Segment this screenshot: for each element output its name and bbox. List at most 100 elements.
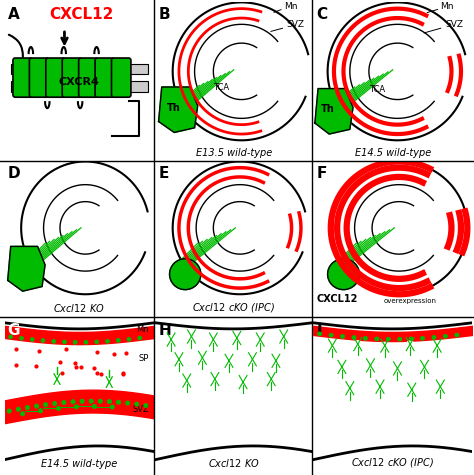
- Circle shape: [367, 362, 374, 369]
- Circle shape: [318, 332, 322, 336]
- Text: G: G: [8, 323, 20, 338]
- Text: CXCL12: CXCL12: [317, 294, 358, 304]
- Circle shape: [199, 354, 206, 361]
- Circle shape: [386, 418, 392, 423]
- Circle shape: [170, 259, 201, 290]
- FancyBboxPatch shape: [11, 64, 148, 75]
- Circle shape: [211, 376, 219, 382]
- Circle shape: [376, 383, 383, 390]
- Circle shape: [321, 418, 327, 423]
- Circle shape: [126, 401, 130, 405]
- Circle shape: [110, 405, 114, 409]
- Text: SVZ: SVZ: [287, 20, 305, 29]
- Circle shape: [296, 418, 301, 423]
- Text: F: F: [317, 166, 327, 181]
- Circle shape: [328, 259, 359, 290]
- Text: $Cxcl12$ KO: $Cxcl12$ KO: [54, 302, 105, 314]
- Text: E13.5 wild-type: E13.5 wild-type: [196, 148, 272, 158]
- Circle shape: [343, 418, 349, 423]
- Circle shape: [455, 333, 459, 337]
- Text: $Cxcl12$ cKO (IPC): $Cxcl12$ cKO (IPC): [351, 456, 434, 469]
- Text: I: I: [317, 323, 322, 338]
- Circle shape: [450, 418, 456, 423]
- Text: $Cxcl12$ KO: $Cxcl12$ KO: [208, 457, 260, 469]
- Text: Th: Th: [166, 103, 180, 113]
- Text: E14.5 wild-type: E14.5 wild-type: [41, 459, 118, 469]
- Circle shape: [138, 336, 142, 340]
- Circle shape: [53, 401, 57, 406]
- Circle shape: [30, 337, 34, 342]
- Circle shape: [144, 403, 148, 408]
- Text: Mn: Mn: [440, 1, 454, 10]
- FancyBboxPatch shape: [95, 58, 115, 97]
- Circle shape: [375, 337, 379, 341]
- FancyBboxPatch shape: [62, 58, 82, 97]
- FancyBboxPatch shape: [111, 58, 131, 97]
- Circle shape: [329, 342, 336, 349]
- Circle shape: [398, 337, 402, 341]
- Circle shape: [432, 335, 436, 339]
- Text: E: E: [159, 166, 169, 181]
- Circle shape: [80, 399, 84, 403]
- Circle shape: [409, 337, 413, 341]
- Polygon shape: [159, 87, 198, 133]
- Text: H: H: [159, 323, 171, 338]
- FancyBboxPatch shape: [11, 81, 148, 92]
- Circle shape: [89, 399, 93, 403]
- Polygon shape: [315, 88, 353, 134]
- Circle shape: [106, 379, 112, 385]
- Circle shape: [429, 418, 435, 423]
- Circle shape: [338, 363, 346, 370]
- Circle shape: [364, 336, 367, 340]
- Circle shape: [352, 335, 356, 340]
- Text: TCA: TCA: [213, 83, 229, 92]
- Circle shape: [116, 338, 120, 342]
- Text: SVZ: SVZ: [132, 406, 149, 415]
- Text: CXCR4: CXCR4: [59, 76, 100, 86]
- Circle shape: [434, 342, 441, 349]
- Circle shape: [238, 418, 244, 423]
- Circle shape: [19, 336, 23, 340]
- Circle shape: [340, 334, 345, 338]
- Circle shape: [54, 376, 60, 382]
- Circle shape: [181, 418, 187, 423]
- Circle shape: [9, 335, 13, 339]
- Circle shape: [381, 342, 388, 349]
- Circle shape: [52, 340, 55, 343]
- Circle shape: [135, 402, 139, 406]
- Text: B: B: [159, 7, 170, 22]
- Text: Mn: Mn: [284, 1, 297, 10]
- Circle shape: [127, 337, 131, 341]
- Circle shape: [117, 400, 120, 404]
- Circle shape: [168, 336, 174, 343]
- Circle shape: [443, 334, 447, 338]
- Text: C: C: [317, 7, 328, 22]
- Circle shape: [276, 418, 282, 423]
- Circle shape: [56, 406, 61, 410]
- Circle shape: [74, 405, 79, 409]
- Circle shape: [95, 340, 99, 344]
- Circle shape: [257, 336, 264, 343]
- Text: SVZ: SVZ: [445, 20, 463, 29]
- Circle shape: [7, 409, 11, 413]
- Circle shape: [73, 340, 77, 344]
- Circle shape: [407, 418, 413, 423]
- Circle shape: [408, 386, 415, 393]
- Circle shape: [365, 418, 370, 423]
- Circle shape: [20, 412, 25, 416]
- Circle shape: [183, 377, 190, 384]
- Circle shape: [268, 376, 274, 382]
- Circle shape: [175, 356, 182, 362]
- Circle shape: [162, 418, 168, 423]
- Circle shape: [92, 404, 96, 408]
- Circle shape: [386, 337, 390, 341]
- Circle shape: [394, 365, 401, 372]
- Circle shape: [200, 418, 206, 423]
- Circle shape: [257, 418, 263, 423]
- Text: SP: SP: [138, 354, 149, 363]
- Circle shape: [188, 333, 195, 340]
- Text: TCA: TCA: [369, 85, 385, 94]
- FancyBboxPatch shape: [13, 58, 32, 97]
- Circle shape: [107, 399, 111, 404]
- Circle shape: [38, 408, 43, 413]
